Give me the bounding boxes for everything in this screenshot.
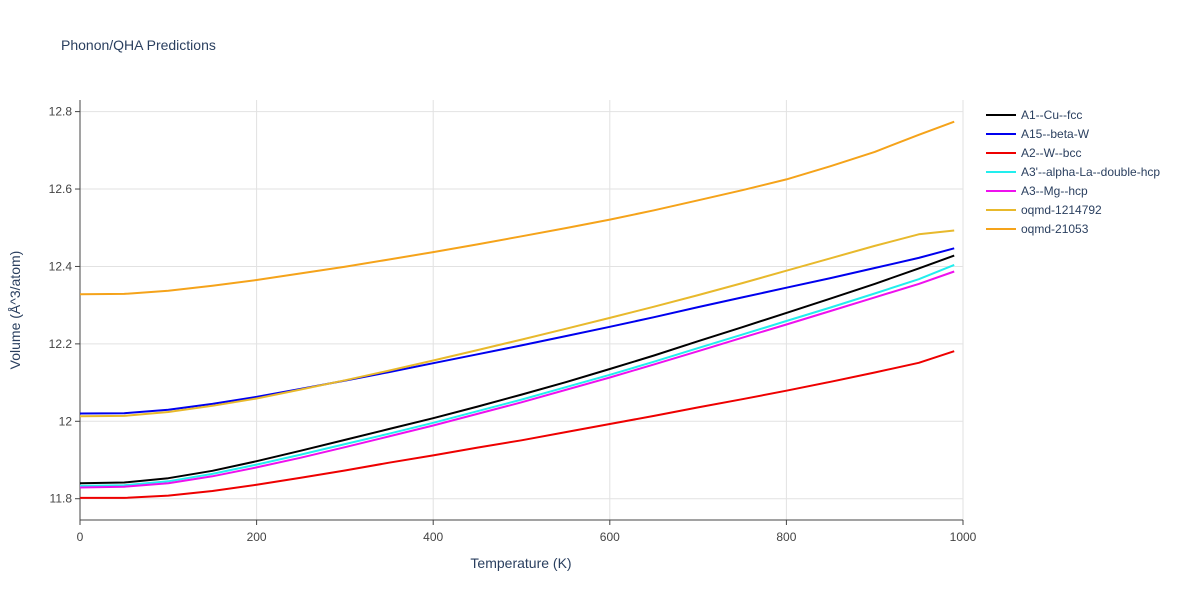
y-tick-label: 11.8: [50, 492, 73, 506]
legend[interactable]: A1--Cu--fcc A15--beta-W A2--W--bcc A3'--alp…: [986, 108, 1160, 236]
legend-label: A3'--alpha-La--double-hcp: [1021, 165, 1160, 179]
y-tick-label: 12.8: [49, 105, 73, 119]
x-tick-label: 800: [776, 530, 796, 544]
x-tick-label: 0: [77, 530, 84, 544]
x-tick-label: 600: [600, 530, 620, 544]
legend-label: oqmd-21053: [1021, 222, 1089, 236]
legend-item[interactable]: oqmd-21053: [986, 222, 1089, 236]
axes: [75, 100, 964, 525]
legend-item[interactable]: A2--W--bcc: [986, 146, 1081, 160]
legend-item[interactable]: A3--Mg--hcp: [986, 184, 1088, 198]
y-axis-title: Volume (Å^3/atom): [7, 251, 23, 370]
series-lines: [79, 120, 955, 499]
legend-label: A3--Mg--hcp: [1021, 184, 1088, 198]
x-tick-label: 1000: [950, 530, 977, 544]
y-tick-label: 12.6: [49, 182, 73, 196]
x-tick-label: 200: [247, 530, 267, 544]
legend-item[interactable]: A15--beta-W: [986, 127, 1090, 141]
legend-label: A15--beta-W: [1021, 127, 1090, 141]
legend-item[interactable]: A1--Cu--fcc: [986, 108, 1082, 122]
y-tick-label: 12.2: [49, 337, 73, 351]
series-line-0: [79, 254, 955, 485]
legend-label: A2--W--bcc: [1021, 146, 1081, 160]
grid: [80, 100, 964, 520]
legend-label: oqmd-1214792: [1021, 203, 1102, 217]
x-axis-title: Temperature (K): [470, 555, 571, 571]
y-tick-label: 12: [59, 414, 73, 428]
series-line-6: [79, 120, 955, 296]
y-tick-label: 12.4: [49, 259, 73, 273]
series-line-5: [79, 229, 955, 418]
series-line-1: [79, 247, 955, 415]
chart-title: Phonon/QHA Predictions: [61, 37, 216, 53]
tick-labels: 0 200 400 600 800 1000 11.8 12 12.2 12.4 12.6 12.8: [49, 105, 977, 544]
x-tick-label: 400: [423, 530, 443, 544]
legend-item[interactable]: oqmd-1214792: [986, 203, 1102, 217]
series-line-2: [80, 350, 955, 499]
series-line-3: [79, 263, 955, 487]
legend-item[interactable]: A3'--alpha-La--double-hcp: [986, 165, 1160, 179]
legend-label: A1--Cu--fcc: [1021, 108, 1082, 122]
series-line-4: [79, 270, 955, 489]
